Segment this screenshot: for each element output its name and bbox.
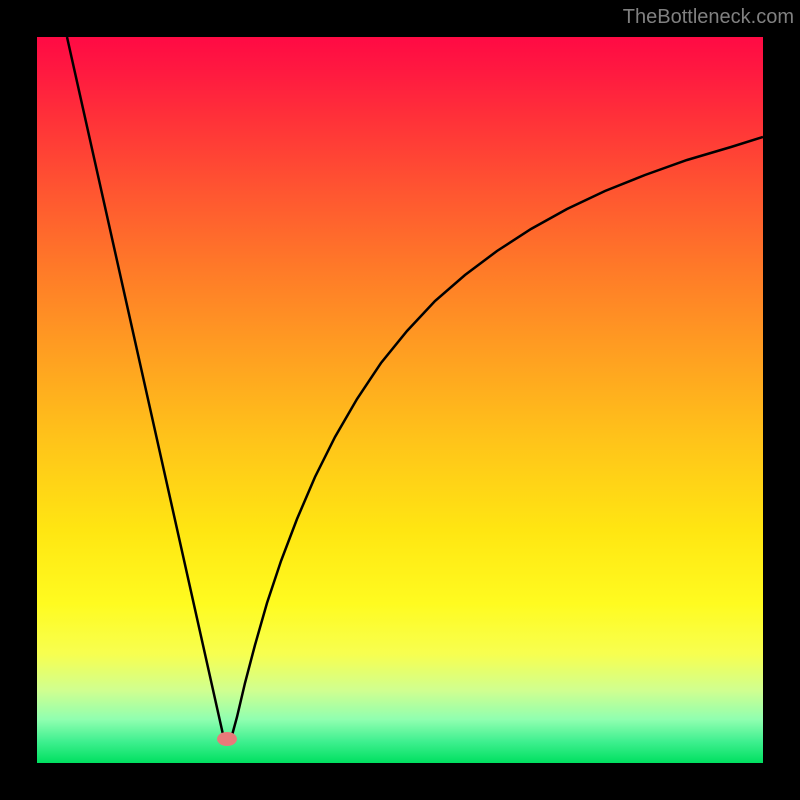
curve-left-segment	[67, 37, 224, 739]
watermark-text: TheBottleneck.com	[623, 6, 794, 29]
curve-right-segment	[231, 137, 763, 739]
chart-container: TheBottleneck.com	[0, 0, 800, 800]
vertex-marker	[217, 732, 237, 746]
plot-area	[37, 37, 763, 763]
curve-layer	[37, 37, 763, 763]
